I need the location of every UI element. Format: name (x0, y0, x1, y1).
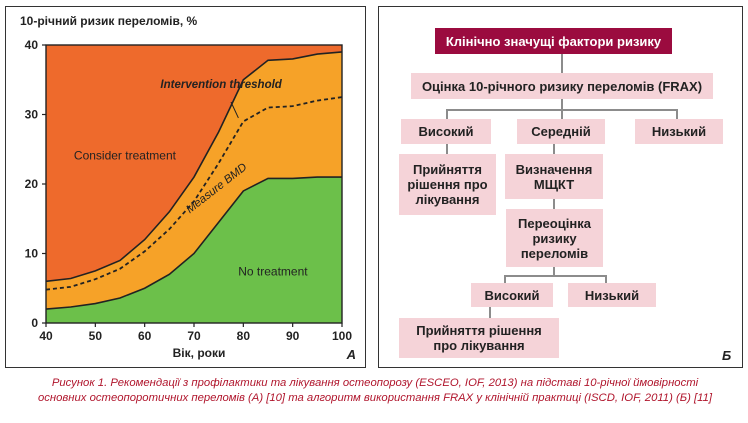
node-medium-risk: Середній (517, 119, 605, 144)
chart-title: 10-річний ризик переломів, % (20, 14, 198, 28)
y-tick-label: 10 (25, 247, 39, 261)
y-tick-label: 0 (31, 316, 38, 330)
node-risk-factors: Клінічно значущі фактори ризику (435, 28, 672, 54)
x-tick-label: 70 (187, 329, 201, 343)
y-tick-label: 20 (25, 177, 39, 191)
connector (504, 275, 506, 283)
y-tick-label: 30 (25, 108, 39, 122)
annotation-pointer (230, 101, 239, 119)
connector (561, 53, 563, 73)
connector (553, 144, 555, 154)
node-low-risk-2: Низький (568, 283, 656, 307)
x-tick-label: 100 (332, 329, 352, 343)
fracture-risk-chart: 10-річний ризик переломів, % 40 50 60 70 80 9… (20, 14, 356, 362)
panel-letter-b: Б (722, 348, 732, 363)
annotation-no-treatment: No treatment (238, 265, 308, 279)
connector (504, 275, 606, 277)
x-tick-label: 60 (138, 329, 152, 343)
x-tick-label: 50 (89, 329, 103, 343)
connector (561, 109, 563, 119)
connector (553, 199, 555, 209)
node-reassess-risk: Переоцінка ризику переломів (506, 209, 603, 267)
area-no-treatment (46, 177, 342, 323)
annotation-intervention-threshold: Intervention threshold (160, 79, 282, 91)
node-low-risk: Низький (635, 119, 723, 144)
node-bmd-measurement: Визначення МЩКТ (505, 154, 603, 199)
caption-line-2: основних остеопоротичних переломів (А) [… (37, 392, 713, 404)
y-tick-label: 40 (25, 38, 39, 52)
panel-letter-a: A (346, 347, 356, 362)
line-intervention-threshold (45, 96, 343, 291)
flowchart-panel-b: Клінічно значущі фактори ризику Оцінка 1… (378, 6, 743, 368)
node-treatment-decision-2: Прийняття рішення про лікування (399, 318, 559, 358)
node-high-risk: Високий (401, 119, 491, 144)
connector (676, 109, 678, 119)
connector (489, 307, 491, 318)
line-upper-threshold (45, 51, 343, 283)
figure-caption: Рисунок 1. Рекомендації з профілактики т… (6, 376, 744, 406)
x-tick-label: 40 (39, 329, 53, 343)
line-lower-threshold (45, 176, 342, 310)
node-frax: Оцінка 10-річного ризику переломів (FRAX… (411, 73, 713, 99)
connector (553, 267, 555, 276)
connector (446, 109, 448, 119)
x-tick-label: 90 (286, 329, 300, 343)
annotation-consider-treatment: Consider treatment (74, 149, 177, 163)
connector (605, 275, 607, 283)
caption-line-1: Рисунок 1. Рекомендації з профілактики т… (51, 377, 699, 389)
node-treatment-decision: Прийняття рішення про лікування (399, 154, 496, 215)
connector (561, 99, 563, 109)
x-axis-label: Вік, роки (173, 346, 226, 360)
connector (446, 144, 448, 154)
x-tick-label: 80 (237, 329, 251, 343)
chart-panel-a: 10-річний ризик переломів, % 40 50 60 70 80 9… (5, 6, 366, 368)
node-high-risk-2: Високий (471, 283, 553, 307)
